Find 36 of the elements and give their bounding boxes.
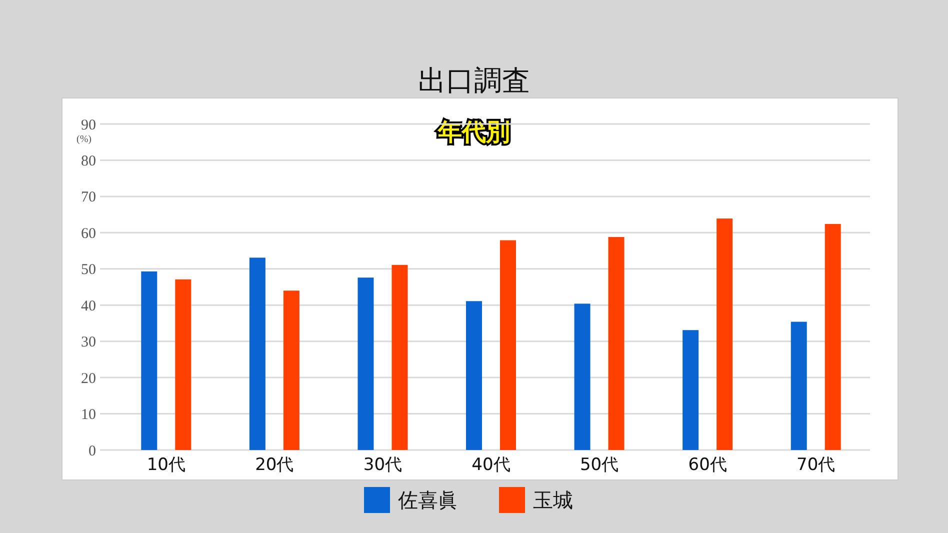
chart-subtitle: 年代別	[437, 118, 510, 146]
x-tick-label: 40代	[472, 455, 510, 475]
bar	[283, 290, 300, 450]
y-axis-title: (%)	[76, 134, 92, 145]
bar	[608, 237, 624, 450]
y-tick-label: 60	[81, 226, 96, 242]
bar	[790, 322, 807, 450]
bar	[466, 301, 482, 450]
legend-label: 佐喜眞	[398, 488, 458, 512]
y-tick-label: 20	[81, 370, 96, 387]
bar	[574, 304, 590, 450]
y-tick-label: 0	[88, 443, 96, 460]
x-tick-label: 50代	[580, 455, 619, 475]
y-tick-label: 10	[81, 407, 96, 424]
bar	[141, 271, 158, 450]
legend-label: 玉城	[533, 488, 573, 512]
bar	[175, 279, 192, 450]
x-tick-label: 30代	[363, 455, 402, 475]
x-tick-label: 20代	[255, 455, 294, 475]
bar	[249, 258, 266, 450]
y-tick-label: 90	[81, 117, 96, 134]
x-tick-label: 10代	[146, 455, 186, 475]
y-tick-label: 70	[81, 190, 96, 206]
bar	[824, 224, 841, 450]
bar	[682, 330, 699, 450]
y-tick-label: 40	[81, 298, 96, 314]
y-tick-label: 50	[81, 262, 96, 278]
chart-title: 出口調査	[418, 64, 530, 97]
bar	[716, 218, 733, 450]
x-tick-label: 60代	[688, 455, 727, 475]
bar	[392, 264, 408, 450]
x-tick-label: 70代	[796, 455, 836, 475]
y-tick-label: 80	[81, 153, 96, 170]
y-tick-label: 30	[81, 334, 96, 351]
bar	[500, 240, 516, 450]
bar	[358, 278, 374, 450]
